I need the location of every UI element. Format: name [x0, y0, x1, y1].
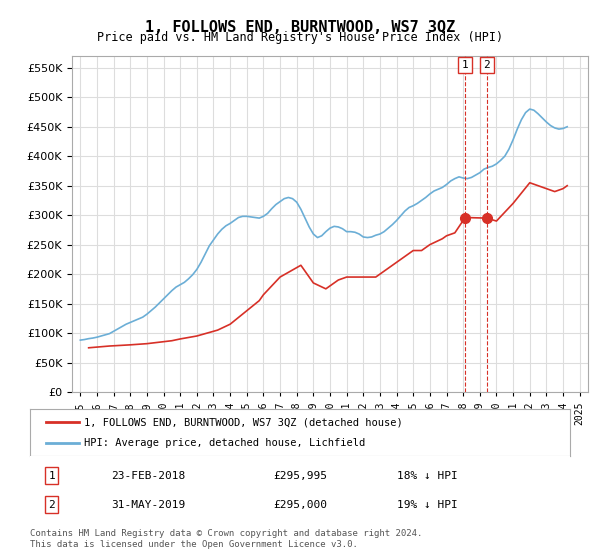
Text: £295,995: £295,995 [273, 471, 327, 480]
Text: Price paid vs. HM Land Registry's House Price Index (HPI): Price paid vs. HM Land Registry's House … [97, 31, 503, 44]
Text: 18% ↓ HPI: 18% ↓ HPI [397, 471, 458, 480]
Text: HPI: Average price, detached house, Lichfield: HPI: Average price, detached house, Lich… [84, 438, 365, 448]
Text: 23-FEB-2018: 23-FEB-2018 [111, 471, 185, 480]
Text: 1: 1 [48, 471, 55, 480]
Text: Contains HM Land Registry data © Crown copyright and database right 2024.
This d: Contains HM Land Registry data © Crown c… [30, 529, 422, 549]
Text: 2: 2 [48, 500, 55, 510]
Text: 19% ↓ HPI: 19% ↓ HPI [397, 500, 458, 510]
Text: £295,000: £295,000 [273, 500, 327, 510]
Text: 1, FOLLOWS END, BURNTWOOD, WS7 3QZ: 1, FOLLOWS END, BURNTWOOD, WS7 3QZ [145, 20, 455, 35]
Text: 31-MAY-2019: 31-MAY-2019 [111, 500, 185, 510]
Text: 2: 2 [484, 60, 490, 70]
Text: 1: 1 [462, 60, 469, 70]
Text: 1, FOLLOWS END, BURNTWOOD, WS7 3QZ (detached house): 1, FOLLOWS END, BURNTWOOD, WS7 3QZ (deta… [84, 417, 403, 427]
